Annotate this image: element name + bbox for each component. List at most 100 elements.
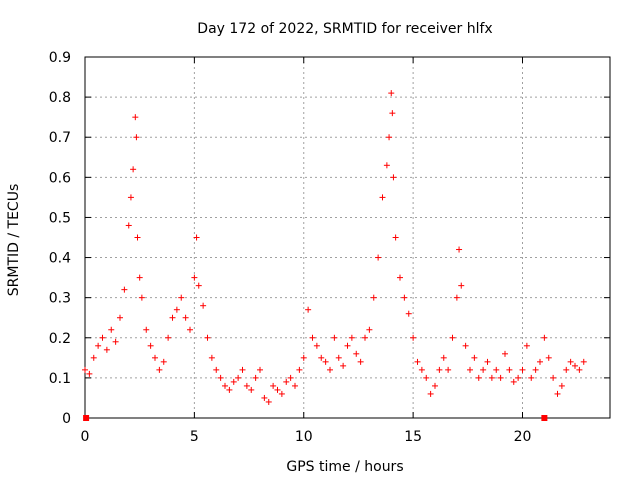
data-point	[208, 354, 215, 361]
data-point	[401, 294, 408, 301]
y-tick-label: 0.4	[49, 251, 71, 267]
data-point	[418, 366, 425, 373]
data-point	[296, 366, 303, 373]
y-tick-label: 0.3	[49, 291, 71, 307]
y-axis-label: SRMTID / TECUs	[6, 184, 22, 297]
data-point	[239, 366, 246, 373]
data-point	[274, 386, 281, 393]
gap-markers	[83, 415, 548, 421]
data-point	[160, 358, 167, 365]
y-tick-label: 0.9	[49, 50, 71, 66]
data-points	[82, 90, 587, 405]
data-point	[388, 90, 395, 97]
data-point	[117, 314, 123, 321]
data-point	[261, 394, 268, 401]
x-tick-label: 10	[295, 429, 313, 445]
data-point	[506, 366, 513, 373]
data-point	[112, 338, 119, 345]
data-point	[265, 398, 272, 405]
data-point	[348, 334, 355, 341]
data-point	[335, 354, 342, 361]
data-point	[379, 194, 386, 201]
data-point	[493, 366, 500, 373]
data-point	[423, 374, 430, 381]
y-tick-label: 0.2	[49, 331, 71, 347]
data-point	[133, 134, 140, 141]
data-point	[462, 342, 469, 349]
data-point	[327, 366, 333, 373]
data-point	[243, 382, 250, 389]
data-point	[138, 294, 145, 301]
data-point	[147, 342, 154, 349]
data-point	[389, 110, 396, 117]
y-tick-label: 0.8	[49, 90, 71, 106]
data-point	[353, 350, 360, 357]
data-point	[134, 234, 141, 241]
data-point	[580, 358, 587, 365]
data-point	[200, 302, 207, 309]
data-point	[270, 382, 277, 389]
data-point	[99, 334, 106, 341]
data-point	[366, 326, 373, 333]
data-point	[475, 374, 482, 381]
data-point	[510, 378, 517, 385]
data-point	[182, 314, 189, 321]
data-point	[322, 358, 329, 365]
data-point	[217, 374, 224, 381]
data-point	[86, 370, 93, 377]
data-point	[502, 350, 508, 357]
data-point	[292, 382, 298, 389]
data-point	[195, 282, 202, 289]
data-point	[156, 366, 163, 373]
data-point	[427, 390, 434, 397]
data-point	[187, 326, 193, 333]
data-point	[480, 366, 487, 373]
data-point	[235, 374, 242, 381]
data-point	[550, 374, 557, 381]
data-point	[344, 342, 351, 349]
data-point	[390, 174, 397, 181]
axis-ticks: 0 0.1 0.2 0.3 0.4 0.5 0.6 0.7 0.8 0.9 0 5 10 15 20	[49, 50, 610, 445]
data-point	[305, 306, 312, 313]
data-point	[143, 326, 150, 333]
data-point	[204, 334, 211, 341]
data-point	[230, 378, 237, 385]
data-point	[257, 366, 263, 373]
data-point	[313, 342, 320, 349]
data-point	[309, 334, 316, 341]
data-point	[528, 374, 535, 381]
data-point	[488, 374, 495, 381]
data-point	[132, 114, 139, 121]
y-tick-label: 0.7	[49, 130, 71, 146]
data-point	[554, 390, 561, 397]
data-point	[445, 366, 452, 373]
data-point	[471, 354, 478, 361]
data-point	[278, 390, 285, 397]
data-point	[436, 366, 443, 373]
data-point	[467, 366, 473, 373]
data-point	[169, 314, 176, 321]
data-point	[497, 374, 504, 381]
data-point	[95, 342, 102, 349]
data-point	[414, 358, 421, 365]
data-point	[383, 162, 390, 169]
data-point	[357, 358, 364, 365]
plot-frame	[84, 56, 611, 419]
data-point	[248, 386, 255, 393]
data-point	[458, 282, 465, 289]
data-point	[152, 354, 158, 361]
data-point	[453, 294, 460, 301]
y-tick-label: 0.5	[49, 210, 71, 226]
data-point	[125, 222, 132, 229]
data-point	[165, 334, 172, 341]
y-tick-label: 0.6	[49, 170, 71, 186]
data-point	[191, 274, 198, 281]
data-point	[567, 358, 574, 365]
data-point	[545, 354, 552, 361]
data-point	[90, 354, 97, 361]
data-point	[558, 382, 565, 389]
data-point	[103, 346, 110, 353]
data-point	[572, 362, 578, 369]
chart-title: Day 172 of 2022, SRMTID for receiver hlf…	[197, 21, 492, 37]
